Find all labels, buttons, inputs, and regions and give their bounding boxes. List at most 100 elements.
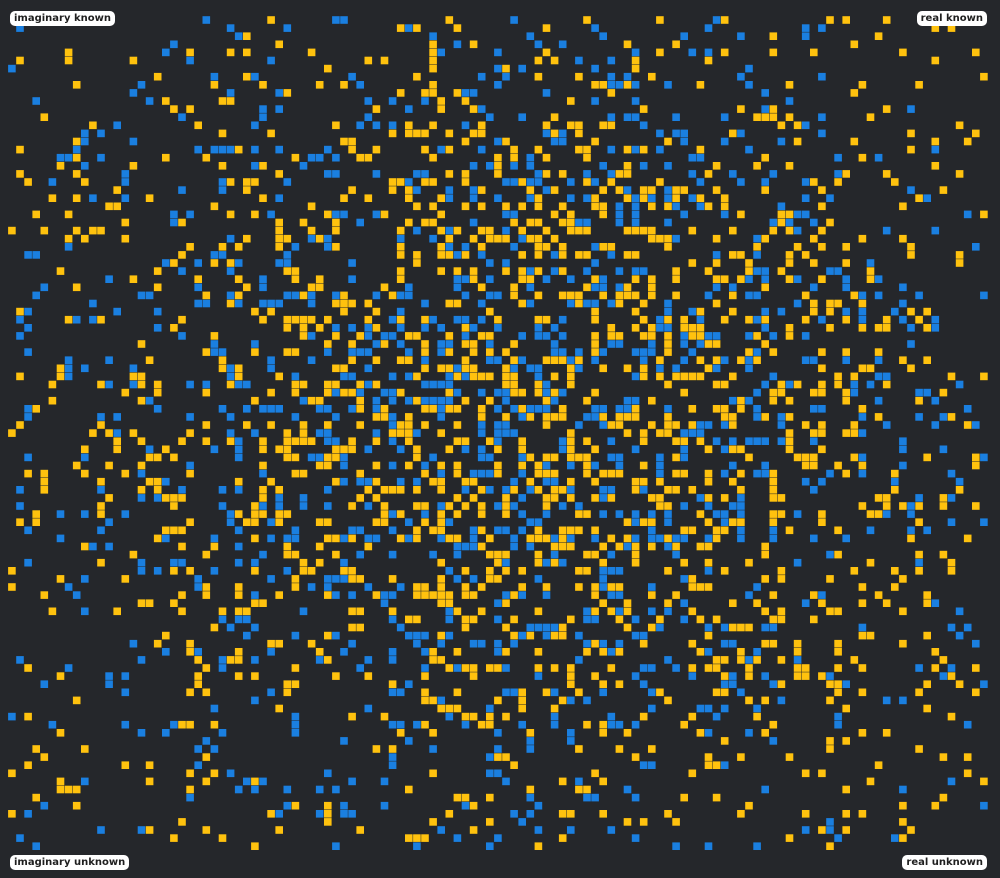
cell-yellow <box>437 486 445 494</box>
cell-blue <box>915 413 923 421</box>
cell-blue <box>777 421 786 429</box>
cell-yellow <box>607 324 616 332</box>
cell-yellow <box>842 388 850 397</box>
cell-blue <box>364 656 373 664</box>
cell-yellow <box>712 162 721 170</box>
cell-blue <box>688 672 697 680</box>
cell-blue <box>704 332 713 340</box>
cell-blue <box>332 324 340 332</box>
cell-blue <box>194 575 202 583</box>
cell-yellow <box>275 518 283 526</box>
cell-blue <box>421 380 429 389</box>
cell-yellow <box>777 510 786 518</box>
cell-yellow <box>275 704 283 713</box>
cell-blue <box>720 113 729 121</box>
cell-yellow <box>396 243 405 251</box>
cell-blue <box>607 591 616 599</box>
cell-yellow <box>810 234 818 243</box>
cell-yellow <box>680 372 688 381</box>
cell-blue <box>737 494 745 502</box>
cell-yellow <box>153 477 162 486</box>
cell-yellow <box>607 534 616 543</box>
cell-yellow <box>720 526 729 535</box>
cell-yellow <box>599 243 607 251</box>
cell-yellow <box>486 226 494 235</box>
cell-blue <box>607 720 616 729</box>
cell-blue <box>332 170 340 178</box>
cell-blue <box>672 234 680 243</box>
cell-blue <box>777 696 786 705</box>
cell-blue <box>469 469 478 478</box>
cell-yellow <box>558 834 567 842</box>
cell-blue <box>899 283 907 292</box>
cell-yellow <box>826 842 834 850</box>
cell-yellow <box>64 785 73 794</box>
cell-blue <box>421 356 429 364</box>
cell-blue <box>923 526 931 535</box>
cell-blue <box>615 461 624 470</box>
cell-yellow <box>915 745 923 753</box>
cell-blue <box>599 510 607 518</box>
cell-blue <box>664 218 672 227</box>
cell-blue <box>631 210 640 219</box>
cell-yellow <box>429 818 437 826</box>
cell-yellow <box>567 615 575 624</box>
cell-yellow <box>429 218 437 227</box>
cell-blue <box>583 793 591 802</box>
cell-yellow <box>599 121 607 130</box>
cell-yellow <box>40 113 49 121</box>
cell-yellow <box>89 226 97 235</box>
cell-yellow <box>639 639 648 648</box>
cell-blue <box>680 129 688 138</box>
cell-blue <box>186 413 194 421</box>
cell-yellow <box>923 453 931 462</box>
cell-yellow <box>712 615 721 624</box>
cell-yellow <box>445 405 454 413</box>
cell-blue <box>639 680 648 688</box>
cell-yellow <box>826 680 834 688</box>
cell-yellow <box>907 364 915 373</box>
cell-yellow <box>348 340 356 348</box>
cell-yellow <box>32 745 40 753</box>
cell-blue <box>121 170 130 178</box>
cell-yellow <box>170 324 178 332</box>
cell-blue <box>324 437 332 445</box>
cell-blue <box>874 291 883 300</box>
cell-yellow <box>518 267 526 275</box>
cell-yellow <box>550 664 559 672</box>
cell-blue <box>372 121 381 130</box>
cell-yellow <box>720 567 729 575</box>
cell-yellow <box>380 56 389 65</box>
cell-yellow <box>315 648 324 656</box>
cell-yellow <box>210 623 219 632</box>
cell-blue <box>664 186 672 194</box>
cell-blue <box>550 137 559 146</box>
cell-yellow <box>696 145 705 154</box>
cell-yellow <box>607 178 616 186</box>
cell-yellow <box>364 315 373 324</box>
cell-blue <box>445 607 454 616</box>
cell-blue <box>429 32 437 40</box>
cell-yellow <box>534 194 543 202</box>
cell-yellow <box>720 202 729 211</box>
cell-yellow <box>834 688 842 697</box>
cell-yellow <box>826 324 834 332</box>
cell-yellow <box>785 259 794 267</box>
cell-yellow <box>648 324 656 332</box>
cell-blue <box>348 639 356 648</box>
cell-blue <box>388 615 397 624</box>
cell-yellow <box>704 494 713 502</box>
cell-blue <box>315 785 324 794</box>
cell-blue <box>858 469 867 478</box>
cell-blue <box>486 486 494 494</box>
cell-yellow <box>437 364 445 373</box>
cell-blue <box>550 688 559 697</box>
cell-yellow <box>842 16 850 24</box>
cell-yellow <box>372 745 381 753</box>
cell-yellow <box>81 745 89 753</box>
cell-blue <box>680 453 688 462</box>
cell-blue <box>664 162 672 170</box>
cell-blue <box>664 299 672 308</box>
cell-yellow <box>340 364 348 373</box>
cell-yellow <box>842 826 850 834</box>
